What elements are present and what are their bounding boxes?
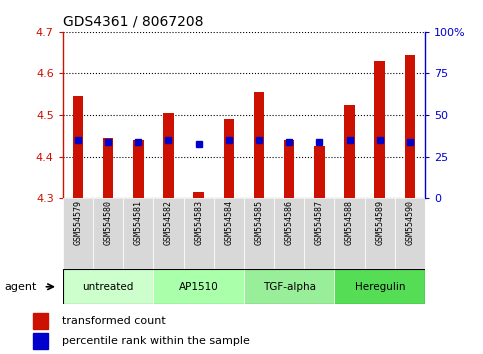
Text: GSM554579: GSM554579 [73,200,83,245]
Bar [193,192,204,198]
Text: GSM554581: GSM554581 [134,200,143,245]
Bar [395,198,425,269]
Bar [133,140,143,198]
Text: GSM554586: GSM554586 [284,200,294,245]
Text: AP1510: AP1510 [179,282,218,292]
Bar [274,198,304,269]
Text: percentile rank within the sample: percentile rank within the sample [61,336,249,346]
Text: untreated: untreated [83,282,134,292]
Bar [224,119,234,198]
Bar [284,140,295,198]
Text: GSM554582: GSM554582 [164,200,173,245]
Bar [33,333,48,349]
Text: transformed count: transformed count [61,316,165,326]
Bar [304,198,334,269]
Bar [63,269,154,304]
Bar [103,138,114,198]
Text: GSM554585: GSM554585 [255,200,264,245]
Bar [33,313,48,329]
Bar [184,198,213,269]
Bar [154,269,244,304]
Bar [213,198,244,269]
Text: TGF-alpha: TGF-alpha [263,282,316,292]
Bar [244,269,334,304]
Text: GSM554580: GSM554580 [103,200,113,245]
Bar [365,198,395,269]
Text: GSM554588: GSM554588 [345,200,354,245]
Text: GSM554587: GSM554587 [315,200,324,245]
Text: GSM554583: GSM554583 [194,200,203,245]
Bar [72,96,83,198]
Bar [163,113,174,198]
Bar [334,198,365,269]
Bar [244,198,274,269]
Text: GSM554589: GSM554589 [375,200,384,245]
Bar [93,198,123,269]
Bar [314,146,325,198]
Bar [374,61,385,198]
Bar [344,105,355,198]
Text: GSM554590: GSM554590 [405,200,414,245]
Bar [254,92,264,198]
Bar [63,198,93,269]
Text: agent: agent [5,282,37,292]
Text: GSM554584: GSM554584 [224,200,233,245]
Bar [123,198,154,269]
Bar [154,198,184,269]
Text: GDS4361 / 8067208: GDS4361 / 8067208 [63,14,203,28]
Bar [334,269,425,304]
Text: Heregulin: Heregulin [355,282,405,292]
Bar [405,55,415,198]
